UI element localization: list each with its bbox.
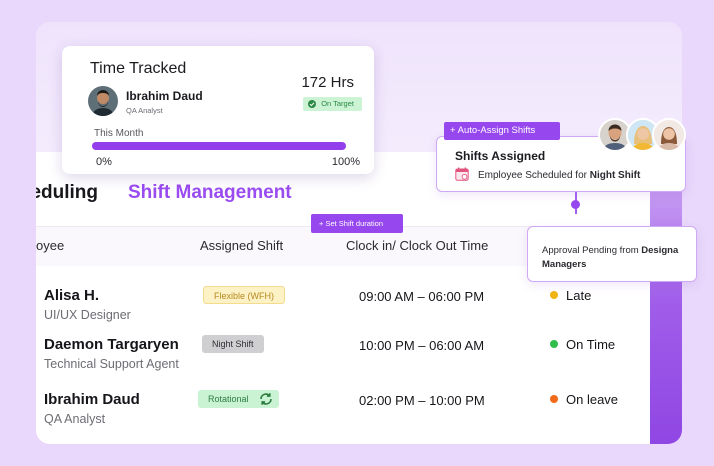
right-accent-strip	[650, 182, 682, 444]
avatar-woman-icon	[628, 120, 658, 150]
employee-name: Daemon Targaryen	[44, 336, 179, 353]
shifts-assigned-shift: Night Shift	[589, 170, 641, 181]
time-tracked-title: Time Tracked	[90, 60, 187, 77]
clock-time: 09:00 AM – 06:00 PM	[359, 289, 485, 304]
employee-role: QA Analyst	[126, 106, 163, 115]
status-dot	[550, 340, 558, 348]
employee-role: QA Analyst	[44, 412, 106, 426]
status-label: On Time	[566, 337, 616, 352]
avatar-man-icon	[600, 120, 630, 150]
approval-text: Approval Pending from Designa Managers	[542, 244, 678, 272]
shift-badge: Night Shift	[202, 335, 264, 353]
calendar-icon	[455, 167, 469, 181]
check-icon	[308, 100, 317, 108]
period-label: This Month	[94, 128, 144, 139]
avatar	[626, 118, 660, 152]
status-dot	[550, 291, 558, 299]
shifts-assigned-prefix: Employee Scheduled for	[478, 170, 590, 181]
approval-prefix: Approval Pending from	[542, 245, 642, 256]
employee-role: Technical Support Agent	[44, 357, 179, 371]
progress-bar	[92, 142, 346, 150]
time-tracked-hours: 172 Hrs	[301, 74, 354, 91]
table-row[interactable]: Ibrahim Daud QA Analyst Rotational 02:00…	[36, 390, 618, 445]
avatar-woman-icon	[654, 120, 684, 150]
avatar	[88, 86, 118, 116]
progress-min-label: 0%	[96, 156, 112, 168]
rotate-icon	[259, 393, 272, 405]
status-label: On leave	[566, 392, 619, 407]
table-row[interactable]: Daemon Targaryen Technical Support Agent…	[36, 335, 615, 390]
tab-scheduling[interactable]: eduling	[36, 182, 98, 203]
status: Late	[550, 288, 591, 303]
shift-badge: Flexible (WFH)	[203, 286, 285, 304]
shift-badge: Rotational	[198, 390, 279, 408]
employee-role: UI/UX Designer	[44, 308, 131, 322]
table-row[interactable]: Alisa H. UI/UX Designer Flexible (WFH) 0…	[36, 286, 614, 341]
approval-bold-1: Designa	[641, 245, 679, 256]
avatar	[652, 118, 686, 152]
app-panel	[36, 152, 652, 444]
connector-dot	[571, 200, 580, 209]
employee-name: Alisa H.	[44, 287, 100, 304]
status-label: Late	[566, 288, 592, 303]
on-target-label: On Target	[321, 99, 354, 108]
shift-badge-label: Rotational	[208, 394, 249, 404]
employee-name: Ibrahim Daud	[44, 391, 140, 408]
clock-time: 10:00 PM – 06:00 AM	[359, 338, 485, 353]
header-assigned-shift: Assigned Shift	[200, 238, 284, 253]
status: On Time	[550, 337, 615, 352]
header-employee: oyee	[36, 238, 65, 253]
avatar	[598, 118, 632, 152]
status: On leave	[550, 392, 618, 407]
approval-pending-card: Approval Pending from Designa Managers	[527, 226, 697, 282]
on-target-badge: On Target	[303, 97, 362, 111]
time-tracked-card: Time Tracked 172 Hrs Ibrahim Daud QA Ana…	[62, 46, 374, 174]
auto-assign-shifts-button[interactable]: + Auto-Assign Shifts	[444, 122, 560, 140]
status-dot	[550, 395, 558, 403]
progress-max-label: 100%	[331, 156, 360, 168]
header-clock-time: Clock in/ Clock Out Time	[346, 238, 489, 253]
tab-shift-management[interactable]: Shift Management	[128, 182, 292, 203]
clock-time: 02:00 PM – 10:00 PM	[359, 393, 485, 408]
approval-bold-2: Managers	[542, 259, 587, 270]
shifts-assigned-title: Shifts Assigned	[455, 149, 546, 163]
avatar-man-icon	[88, 86, 118, 116]
set-shift-duration-button[interactable]: + Set Shift duration	[311, 214, 403, 233]
progress-bar-fill	[92, 142, 346, 150]
employee-name: Ibrahim Daud	[126, 89, 203, 103]
shifts-assigned-text: Employee Scheduled for Night Shift	[478, 170, 640, 181]
